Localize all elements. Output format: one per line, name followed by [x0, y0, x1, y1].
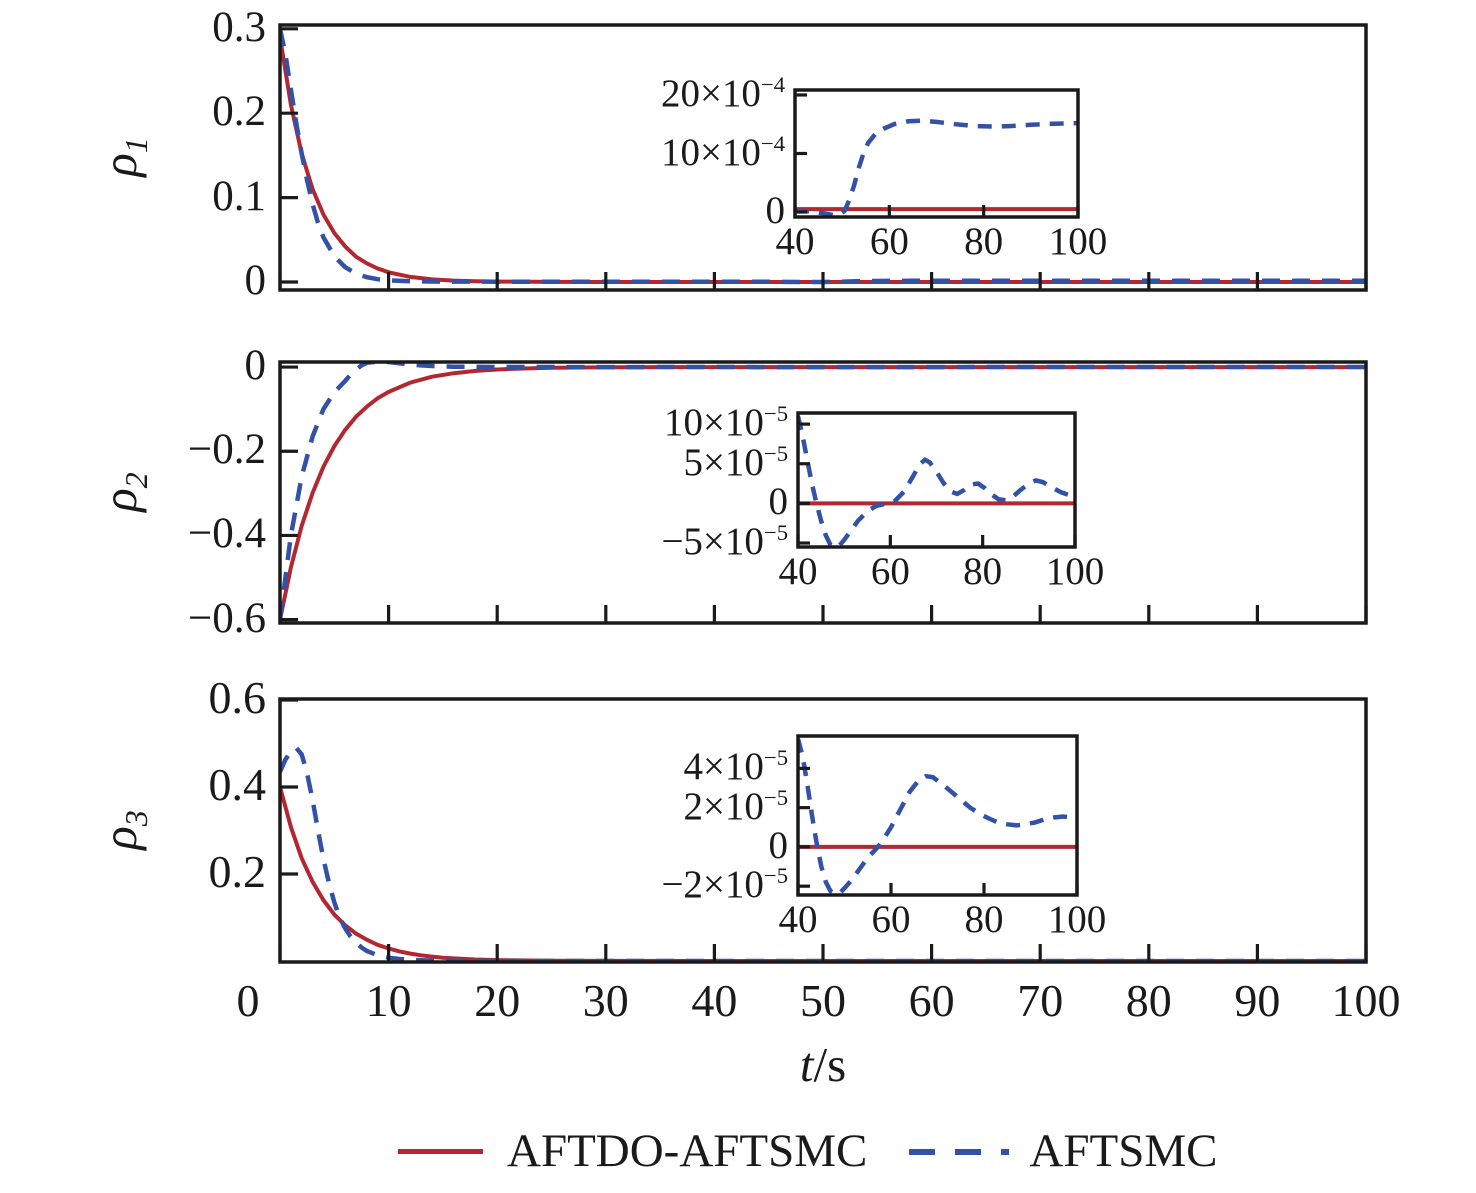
axes-frame — [278, 23, 1368, 292]
rho1-subscript: 1 — [118, 137, 154, 154]
exponent: −5 — [763, 784, 788, 810]
y-tick-label: −0.2 — [187, 426, 266, 474]
series-aftsmc — [798, 738, 1077, 895]
axes-frame — [793, 88, 1080, 219]
x-tick-label: 60 — [869, 220, 909, 263]
series-aftdo-aftsmc — [280, 36, 1366, 284]
legend-solid-line-sample — [398, 1149, 483, 1155]
x-tick-label: 100 — [1047, 898, 1107, 941]
rho3-subscript: 3 — [118, 810, 154, 827]
x-tick-label: 70 — [1017, 975, 1064, 1026]
exponent: −5 — [763, 863, 788, 889]
x-tick-label: 60 — [870, 550, 910, 593]
x-tick-label: 80 — [963, 550, 1003, 593]
y-tick-label: −5×10−5 — [661, 519, 788, 563]
x-tick-label: 80 — [1125, 975, 1172, 1026]
axes-frame — [796, 411, 1077, 549]
rho3-symbol: ρ — [92, 826, 147, 850]
axes-frame — [278, 360, 1368, 625]
y-tick-label: 0.1 — [212, 172, 266, 220]
x-tick-label: 10 — [365, 975, 412, 1026]
x-tick-label: 20 — [474, 975, 521, 1026]
y-tick-label: 10×10−5 — [663, 401, 788, 445]
y-tick-label: 0 — [765, 188, 786, 232]
exponent: −5 — [763, 440, 788, 466]
x-axis-label-unit: /s — [813, 1037, 847, 1092]
rho2-symbol: ρ — [92, 488, 147, 512]
y-tick-label: 5×10−5 — [683, 440, 788, 484]
x-tick-label: 40 — [775, 220, 815, 263]
exponent: −4 — [760, 71, 785, 97]
series-aftsmc — [795, 118, 1078, 217]
exponent: −5 — [763, 519, 788, 545]
x-tick-label: 100 — [1045, 550, 1105, 593]
rho3-inset-plot — [796, 734, 1079, 897]
rho1-main-plot — [278, 23, 1368, 292]
y-tick-label: 0.2 — [212, 87, 266, 135]
y-tick-label: 0 — [244, 256, 267, 304]
legend-item-aftdo-aftsmc: AFTDO-AFTSMC — [398, 1125, 868, 1178]
series-aftsmc — [280, 362, 1366, 620]
exponent: −5 — [763, 401, 788, 427]
x-tick-label: 0 — [236, 975, 260, 1026]
axes-frame — [796, 734, 1079, 897]
axes-frame — [278, 697, 1368, 964]
legend: AFTDO-AFTSMC AFTSMC — [398, 1125, 1218, 1178]
legend-dashed-line-sample — [909, 1148, 1010, 1155]
y-tick-label: −0.4 — [187, 510, 266, 558]
y-tick-label: 0.6 — [208, 672, 267, 724]
x-tick-label: 60 — [871, 898, 911, 941]
exponent: −4 — [760, 130, 785, 156]
y-tick-label: 0.4 — [208, 759, 267, 811]
x-tick-label: 100 — [1331, 975, 1401, 1026]
y-tick-label: 20×10−4 — [660, 71, 785, 115]
y-tick-label: 4×10−5 — [683, 745, 788, 789]
x-tick-label: 80 — [964, 220, 1004, 263]
x-tick-label: 90 — [1234, 975, 1281, 1026]
y-tick-label: 0 — [768, 823, 789, 867]
x-tick-label: 80 — [964, 898, 1004, 941]
x-tick-label: 30 — [582, 975, 629, 1026]
x-axis-label: t/s — [723, 1036, 923, 1093]
y-tick-label: −2×10−5 — [661, 863, 788, 907]
exponent: −5 — [763, 745, 788, 771]
y-tick-label: 2×10−5 — [683, 784, 788, 828]
rho2-inset-plot — [796, 411, 1077, 549]
x-tick-label: 60 — [908, 975, 955, 1026]
y-tick-label: −0.6 — [187, 594, 266, 642]
legend-label-aftdo-aftsmc: AFTDO-AFTSMC — [507, 1125, 868, 1177]
rho1-inset-plot — [793, 88, 1080, 219]
x-tick-label: 40 — [691, 975, 738, 1026]
rho2-main-plot — [278, 360, 1368, 625]
legend-item-aftsmc: AFTSMC — [909, 1125, 1218, 1178]
x-tick-label: 40 — [778, 898, 818, 941]
x-tick-label: 50 — [800, 975, 846, 1026]
y-tick-label: 0 — [768, 480, 789, 524]
legend-label-aftsmc: AFTSMC — [1029, 1125, 1218, 1177]
series-aftsmc — [280, 28, 1366, 285]
x-tick-label: 100 — [1048, 220, 1108, 263]
y-tick-label: 0.3 — [212, 3, 266, 51]
x-axis-label-variable: t — [799, 1037, 814, 1092]
y-tick-label: 10×10−4 — [660, 130, 785, 174]
x-tick-label: 40 — [778, 550, 818, 593]
rho2-subscript: 2 — [118, 472, 154, 489]
y-tick-label: 0.2 — [208, 846, 267, 898]
rho1-symbol: ρ — [92, 153, 147, 177]
rho3-main-plot — [278, 697, 1368, 964]
y-tick-label: 0 — [244, 341, 267, 389]
series-aftsmc — [798, 415, 1075, 547]
